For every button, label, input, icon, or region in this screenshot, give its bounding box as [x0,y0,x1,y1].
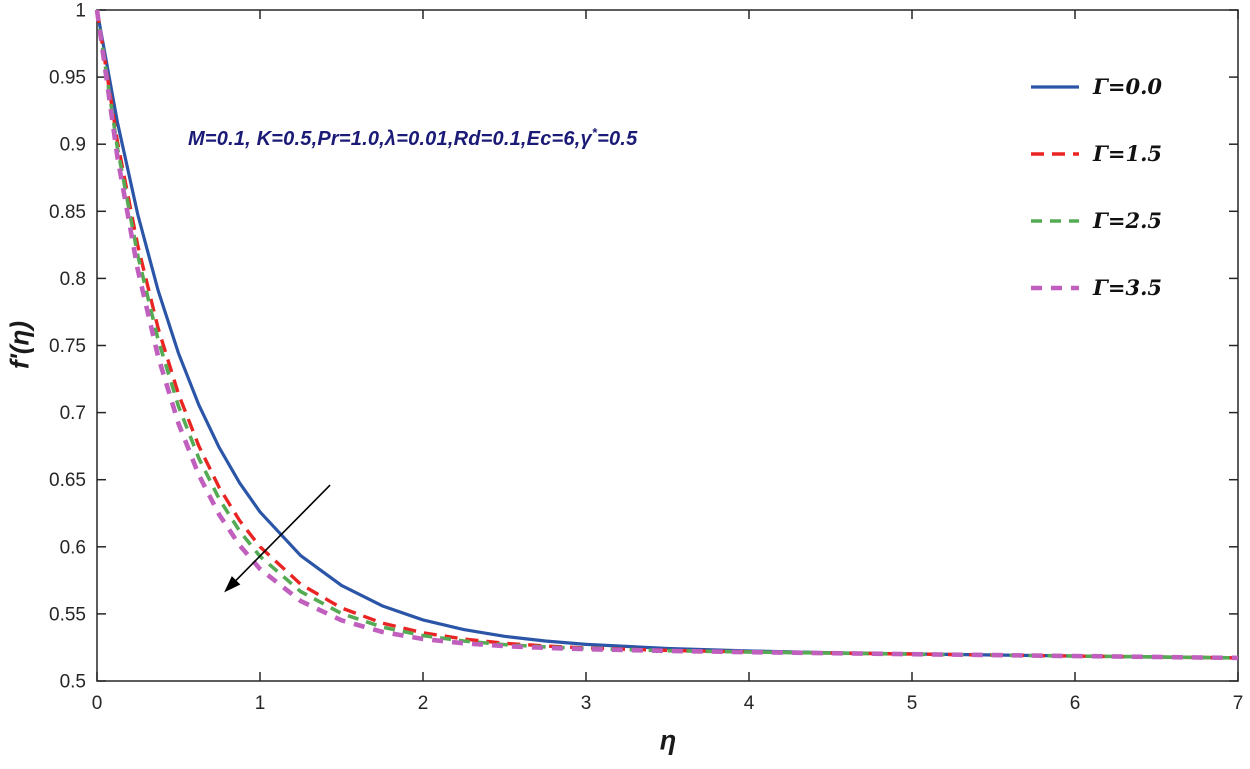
y-tick-label: 0.65 [49,470,86,491]
legend-label: Γ=2.5 [1092,208,1162,233]
legend-line-sample [1030,285,1079,290]
y-axis-label: f'(η) [4,320,35,370]
x-tick-label: 6 [1070,693,1081,714]
legend-item: Γ=0.0 [1030,74,1162,99]
legend-line-sample [1030,151,1079,156]
legend-item: Γ=1.5 [1030,141,1162,166]
annotation-text-tail: =0.5 [597,127,638,150]
legend-label: Γ=1.5 [1092,141,1162,166]
annotation-text: M=0.1, K=0.5,Pr=1.0,λ=0.01,Rd=0.1,Ec=6,γ [188,127,592,150]
x-tick-label: 2 [418,693,429,714]
x-axis-label: η [659,725,677,756]
x-tick-label: 1 [255,693,266,714]
x-tick-label: 4 [744,693,755,714]
annotation-arrow-head [224,576,241,593]
y-tick-label: 0.7 [60,403,86,424]
y-tick-label: 0.55 [49,604,86,625]
x-tick-label: 3 [581,693,592,714]
legend-line-sample [1030,84,1079,89]
y-tick-label: 0.6 [60,537,86,558]
annotation-arrow-line [235,484,331,581]
legend-label: Γ=0.0 [1092,74,1162,99]
y-tick-label: 1 [75,1,86,22]
legend: Γ=0.0 Γ=1.5 Γ=2.5 Γ=3.5 [1030,74,1162,300]
y-tick-label: 0.85 [49,202,86,223]
parameter-annotation: M=0.1, K=0.5,Pr=1.0,λ=0.01,Rd=0.1,Ec=6,γ… [188,125,637,151]
legend-label: Γ=3.5 [1092,275,1162,300]
y-tick-label: 0.95 [49,68,86,89]
y-tick-label: 0.5 [60,672,86,693]
series-line-2 [95,9,1239,660]
x-tick-label: 5 [907,693,918,714]
y-tick-label: 0.75 [49,336,86,357]
series-line-3 [94,9,1239,661]
y-tick-label: 0.9 [60,135,86,156]
legend-line-sample [1030,218,1079,223]
legend-item: Γ=3.5 [1030,275,1162,300]
annotation-superscript: * [591,125,598,141]
y-tick-label: 0.8 [60,269,86,290]
legend-item: Γ=2.5 [1030,208,1162,233]
x-tick-label: 0 [92,693,103,714]
x-tick-label: 7 [1233,693,1244,714]
